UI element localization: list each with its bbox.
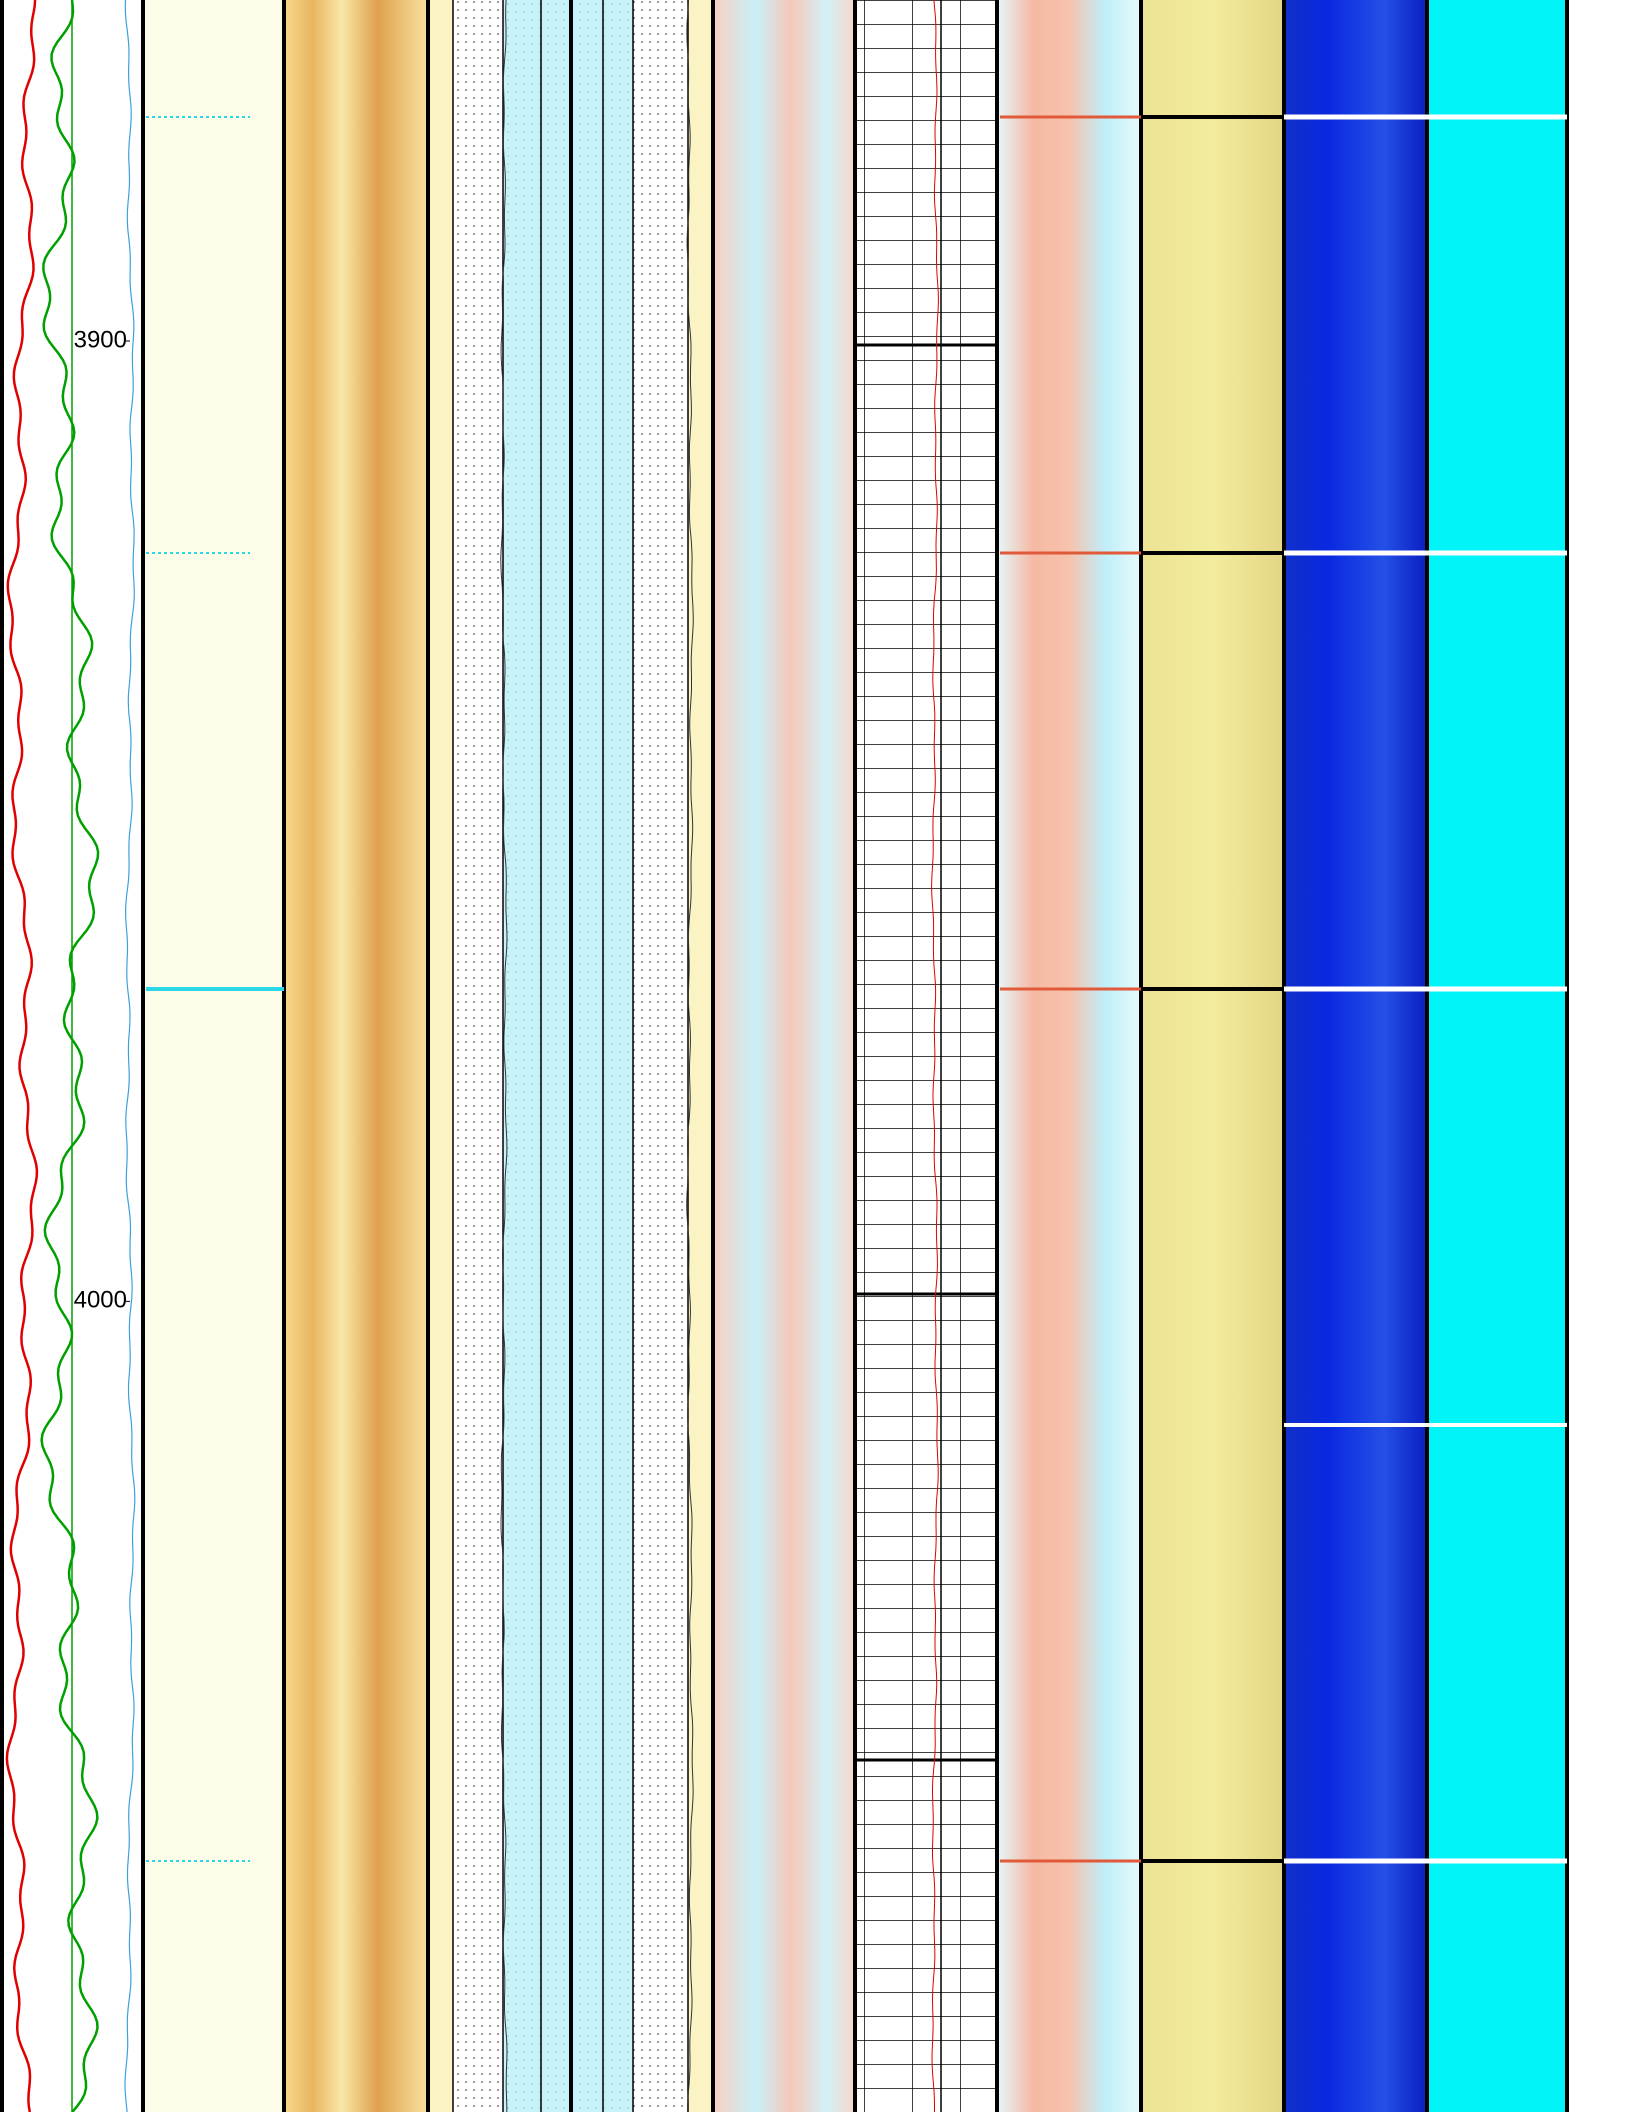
image-track xyxy=(997,0,1141,2112)
grid-track xyxy=(855,0,997,2112)
strip xyxy=(428,0,453,2112)
lith-track xyxy=(453,0,503,2112)
strip xyxy=(688,0,713,2112)
lith-track xyxy=(503,0,633,2112)
depth-label: 3900 xyxy=(74,326,127,353)
curve xyxy=(500,0,508,2112)
image-track xyxy=(1427,0,1567,2112)
image-track xyxy=(713,0,855,2112)
lith-track xyxy=(633,0,688,2112)
event-lines xyxy=(146,114,1567,1864)
image-track xyxy=(1284,0,1427,2112)
curve xyxy=(931,0,939,2112)
image-track xyxy=(284,0,428,2112)
log-curves xyxy=(5,0,939,2112)
curve xyxy=(5,0,39,2112)
curve xyxy=(40,0,100,2112)
curve xyxy=(124,0,136,2112)
flag-track xyxy=(143,0,284,2112)
track-borders xyxy=(0,0,1569,2112)
curve xyxy=(686,0,694,2112)
image-track xyxy=(1141,0,1284,2112)
depth-label: 4000 xyxy=(74,1287,127,1314)
